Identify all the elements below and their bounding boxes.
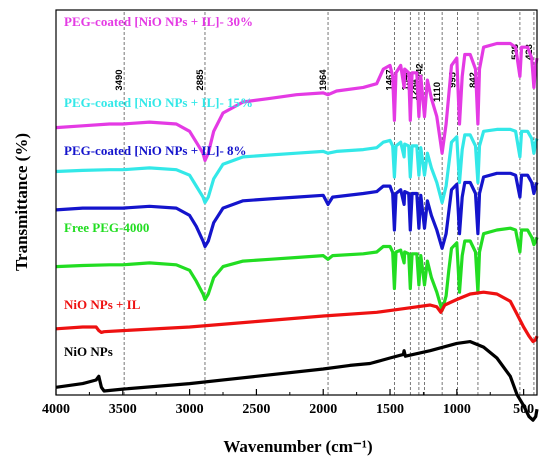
series-label-6: NiO NPs bbox=[64, 344, 113, 359]
peak-label-1242: 1242 bbox=[414, 63, 425, 84]
peak-label-995: 995 bbox=[448, 71, 459, 88]
series-line-3 bbox=[55, 171, 539, 250]
series-label-1: PEG-coated [NiO NPs + IL]- 30% bbox=[64, 14, 253, 29]
x-tick-label: 1500 bbox=[376, 402, 404, 417]
y-axis-title: Transmittance (%) bbox=[12, 133, 31, 271]
plot-frame bbox=[55, 9, 538, 396]
series-line-6 bbox=[55, 340, 539, 422]
series-label-5: NiO NPs + IL bbox=[64, 297, 141, 312]
x-tick-label: 1000 bbox=[443, 402, 471, 417]
x-tick-label: 2000 bbox=[309, 402, 337, 417]
peak-label-2885: 2885 bbox=[195, 69, 206, 91]
x-tick-label: 2500 bbox=[242, 402, 270, 417]
series-line-2 bbox=[55, 127, 539, 205]
series-label-4: Free PEG-4000 bbox=[64, 220, 149, 235]
x-axis-title: Wavenumber (cm⁻¹) bbox=[223, 437, 372, 456]
peak-label-1964: 1964 bbox=[318, 69, 329, 91]
series-label-3: PEG-coated [NiO NPs + IL]- 8% bbox=[64, 143, 247, 158]
series-label-2: PEG-coated [NiO NPs + IL]- 15% bbox=[64, 95, 253, 110]
peak-label-842: 842 bbox=[468, 72, 479, 88]
x-tick-label: 3000 bbox=[176, 402, 204, 417]
x-tick-label: 3500 bbox=[109, 402, 137, 417]
series-line-4 bbox=[55, 226, 539, 313]
x-tick-label: 500 bbox=[513, 402, 534, 417]
peak-label-3490: 3490 bbox=[114, 69, 125, 90]
series-line-5 bbox=[55, 290, 539, 344]
series-line-1 bbox=[55, 41, 539, 163]
peak-label-1284: 1284 bbox=[409, 79, 420, 101]
peak-label-1110: 1110 bbox=[432, 82, 443, 102]
x-tick-label: 4000 bbox=[42, 402, 70, 417]
peak-label-1467: 1467 bbox=[384, 69, 395, 90]
